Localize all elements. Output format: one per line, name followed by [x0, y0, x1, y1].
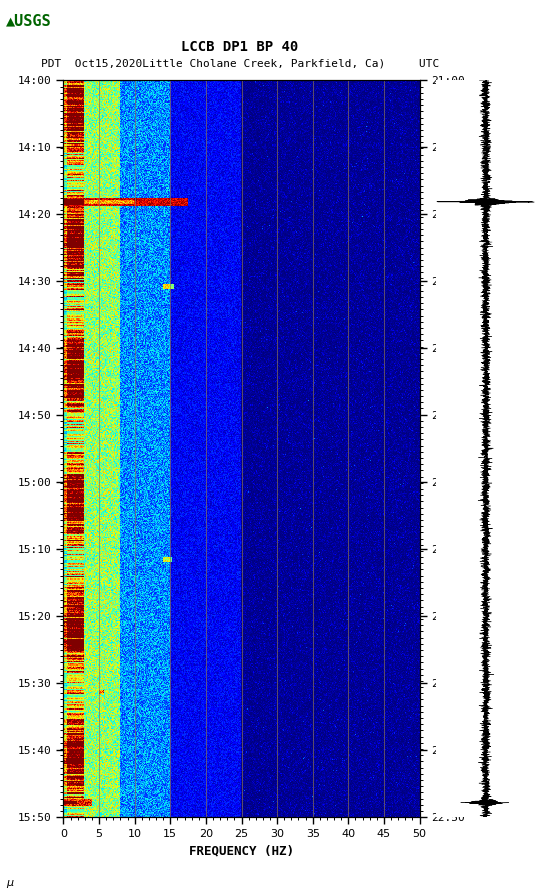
- Text: $\mu$: $\mu$: [6, 878, 14, 889]
- Text: ▲USGS: ▲USGS: [6, 13, 51, 29]
- Text: PDT  Oct15,2020Little Cholane Creek, Parkfield, Ca)     UTC: PDT Oct15,2020Little Cholane Creek, Park…: [41, 58, 439, 68]
- X-axis label: FREQUENCY (HZ): FREQUENCY (HZ): [189, 845, 294, 857]
- Text: LCCB DP1 BP 40: LCCB DP1 BP 40: [182, 40, 299, 54]
